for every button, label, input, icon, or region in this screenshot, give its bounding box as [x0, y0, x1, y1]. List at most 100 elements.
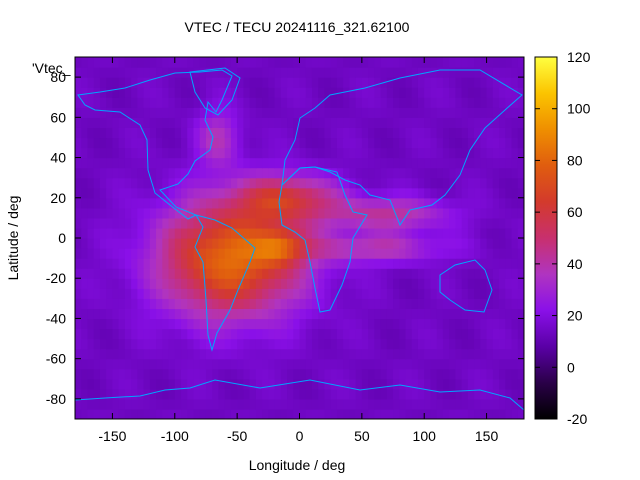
heatmap-cell: [168, 338, 176, 350]
heatmap-cell: [486, 268, 494, 279]
heatmap-cell: [287, 107, 294, 118]
heatmap-cell: [386, 137, 394, 149]
heatmap-cell: [305, 67, 313, 78]
heatmap-cell: [499, 258, 506, 269]
heatmap-cell: [205, 348, 213, 360]
heatmap-cell: [131, 87, 138, 98]
heatmap-cell: [162, 187, 170, 199]
heatmap-cell: [505, 217, 513, 229]
heatmap-cell: [318, 288, 326, 299]
heatmap-cell: [237, 268, 244, 279]
heatmap-cell: [492, 308, 500, 320]
heatmap-cell: [511, 217, 519, 229]
heatmap-cell: [368, 67, 375, 78]
heatmap-cell: [430, 258, 438, 269]
heatmap-cell: [486, 127, 494, 139]
heatmap-cell: [436, 117, 444, 128]
heatmap-cell: [149, 227, 157, 239]
heatmap-cell: [480, 348, 488, 360]
heatmap-cell: [474, 278, 481, 289]
heatmap-cell: [417, 318, 425, 330]
heatmap-cell: [361, 187, 369, 199]
heatmap-cell: [262, 217, 269, 229]
heatmap-cell: [162, 308, 170, 320]
coastline-overlay: [75, 67, 524, 411]
heatmap-cell: [424, 298, 432, 309]
heatmap-cell: [386, 177, 394, 189]
heatmap-cell: [131, 368, 138, 380]
heatmap-cell: [224, 288, 232, 299]
heatmap-cell: [268, 358, 276, 370]
heatmap-cell: [436, 358, 444, 370]
heatmap-cell: [461, 187, 469, 199]
heatmap-cell: [106, 238, 114, 249]
heatmap-cell: [467, 107, 475, 118]
heatmap-cell: [305, 187, 313, 199]
heatmap-cell: [156, 127, 163, 139]
heatmap-cell: [349, 227, 357, 239]
heatmap-cell: [112, 107, 120, 118]
heatmap-cell: [343, 207, 350, 219]
heatmap-cell: [143, 57, 151, 68]
heatmap-cell: [311, 157, 319, 169]
heatmap-cell: [486, 217, 494, 229]
heatmap-cell: [467, 67, 475, 78]
heatmap-cell: [243, 67, 251, 78]
heatmap-cell: [399, 348, 407, 360]
heatmap-cell: [368, 127, 375, 139]
heatmap-cell: [81, 127, 89, 139]
heatmap-cell: [237, 248, 244, 259]
heatmap-cell: [230, 157, 238, 169]
heatmap-cell: [324, 338, 332, 350]
heatmap-cell: [124, 67, 132, 78]
heatmap-cell: [480, 157, 488, 169]
heatmap-cell: [355, 227, 363, 239]
heatmap-cell: [442, 197, 450, 209]
heatmap-cell: [224, 137, 232, 149]
heatmap-cell: [361, 87, 369, 98]
heatmap-cell: [449, 298, 457, 309]
heatmap-cell: [162, 298, 170, 309]
heatmap-cell: [193, 328, 201, 340]
heatmap-cell: [230, 248, 238, 259]
heatmap-cell: [380, 308, 388, 320]
heatmap-cell: [212, 67, 220, 78]
heatmap-cell: [411, 368, 419, 380]
heatmap-cell: [424, 147, 432, 159]
heatmap-cell: [75, 308, 82, 320]
heatmap-cell: [268, 248, 276, 259]
heatmap-cell: [505, 157, 513, 169]
heatmap-cell: [205, 298, 213, 309]
heatmap-cell: [511, 147, 519, 159]
heatmap-cell: [162, 57, 170, 68]
heatmap-cell: [455, 207, 463, 219]
heatmap-cell: [218, 278, 226, 289]
heatmap-cell: [205, 358, 213, 370]
heatmap-cell: [224, 398, 232, 410]
heatmap-cell: [93, 408, 101, 419]
heatmap-cell: [349, 378, 357, 390]
heatmap-cell: [436, 57, 444, 68]
heatmap-cell: [505, 137, 513, 149]
heatmap-cell: [287, 127, 294, 139]
heatmap-cell: [474, 107, 481, 118]
colorbar-tick-label: 80: [567, 152, 583, 168]
heatmap-cell: [187, 258, 195, 269]
heatmap-cell: [199, 167, 207, 179]
heatmap-cell: [205, 147, 213, 159]
heatmap-cell: [243, 107, 251, 118]
heatmap-cell: [137, 358, 145, 370]
x-tick-label: 50: [354, 428, 370, 444]
heatmap-cell: [75, 378, 82, 390]
heatmap-cell: [193, 268, 201, 279]
heatmap-cell: [124, 378, 132, 390]
heatmap-cell: [386, 167, 394, 179]
heatmap-cell: [75, 368, 82, 380]
heatmap-cell: [168, 177, 176, 189]
heatmap-cell: [143, 187, 151, 199]
heatmap-cell: [293, 388, 301, 400]
heatmap-cell: [424, 238, 432, 249]
heatmap-cell: [405, 77, 413, 88]
heatmap-cell: [480, 87, 488, 98]
heatmap-cell: [318, 298, 326, 309]
